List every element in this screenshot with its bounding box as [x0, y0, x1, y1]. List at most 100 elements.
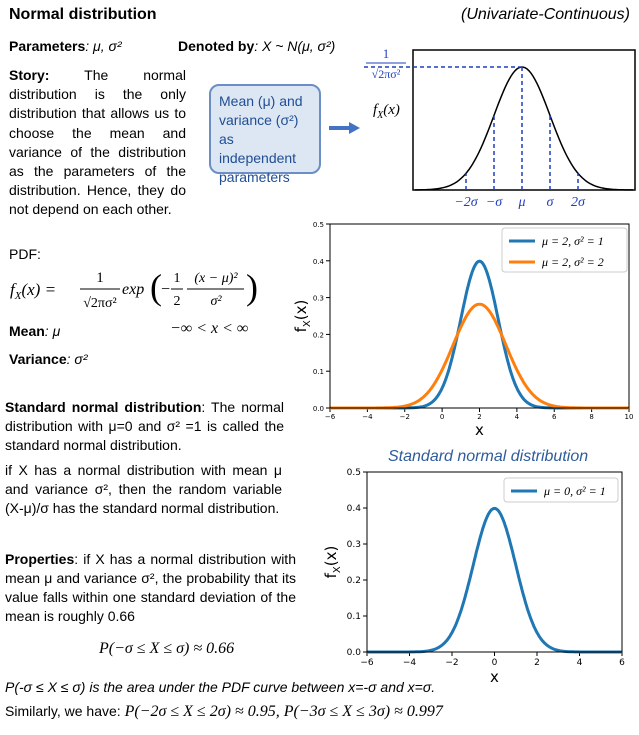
x-tick-label: −2 — [400, 413, 410, 421]
x-tick-label: −6 — [360, 658, 374, 668]
std-normal-text: : The normal distribution with μ=0 and σ… — [5, 399, 284, 453]
x-tick-label: −2 — [445, 658, 458, 668]
y-tick-label: 0.0 — [313, 405, 324, 413]
properties-paragraph: Properties: if X has a normal distributi… — [5, 550, 296, 626]
x-axis-label: x — [490, 668, 499, 686]
parameters-line: Parameters: μ, σ² — [9, 38, 122, 54]
x-tick-label: 4 — [577, 658, 583, 668]
series-line — [330, 302, 629, 410]
x-tick-label: 6 — [552, 413, 557, 421]
properties-text: : if X has a normal distribution with me… — [5, 551, 296, 624]
properties-label: Properties — [5, 551, 75, 567]
chart-standard-normal: −6 −4 −2 0 2 4 6 0.0 0.1 0.2 0.3 0.4 0.5 x fX(x) μ = 0,… — [322, 468, 625, 686]
page-title: Normal distribution — [9, 6, 157, 23]
y-tick-label: 0.4 — [313, 258, 325, 266]
mean-label: Mean — [9, 323, 45, 339]
pdf-domain: −∞ < x < ∞ — [170, 320, 249, 337]
sigma-dashes — [465, 67, 579, 190]
diagram-frame — [412, 49, 636, 191]
y-tick-label: 0.1 — [313, 368, 324, 376]
y-tick-label: 0.3 — [313, 295, 324, 303]
page-subtitle: (Univariate-Continuous) — [461, 6, 630, 24]
diagram-tick-label: μ — [517, 195, 525, 210]
subtitle-text: (Univariate-Continuous) — [461, 6, 630, 23]
plot-frame — [366, 471, 623, 653]
std-chart-title: Standard normal distribution — [388, 448, 589, 465]
pdf-inner-den1: 2 — [174, 294, 181, 309]
diagram-tick-label: −σ — [486, 195, 503, 210]
pdf-inner-den2: σ² — [210, 294, 222, 309]
y-tick-label: 0.5 — [347, 468, 361, 478]
callout-arrow — [329, 122, 360, 134]
area-text: P(-σ ≤ X ≤ σ) is the area under the PDF … — [5, 679, 436, 695]
diagram-tick-label: −2σ — [454, 195, 478, 210]
x-tick-label: −4 — [403, 658, 417, 668]
pdf-label: PDF: — [9, 246, 41, 262]
svg-text:fX(x) =: fX(x) = — [10, 280, 56, 302]
x-tick-label: 2 — [534, 658, 540, 668]
plot-frame — [329, 223, 630, 409]
x-tick-label: 6 — [619, 658, 625, 668]
similarly-text: Similarly, we have: — [5, 703, 121, 719]
legend-label: μ = 2, σ² = 1 — [541, 234, 604, 248]
series-line — [367, 506, 622, 654]
prob-equation: P(−σ ≤ X ≤ σ) ≈ 0.66 — [99, 640, 235, 657]
pdf-inner-num2: (x − μ)² — [194, 271, 238, 286]
legend-box — [503, 477, 619, 503]
bell-curve — [415, 66, 634, 191]
pdf-formula: fX(x) = 1 √2πσ² exp ( − 1 2 (x − μ)² σ² … — [10, 267, 258, 311]
chart-two-normals: −6 −4 −2 0 2 4 6 8 10 0.0 0.1 0.2 0.3 0.4 0.5 x fX(x) μ =… — [292, 221, 634, 439]
y-axis-label: fX(x) — [322, 546, 343, 579]
legend-label: μ = 2, σ² = 2 — [541, 255, 604, 269]
mean-value: : μ — [44, 323, 61, 339]
svg-text:−: − — [161, 281, 170, 298]
denoted-value: : X ~ N(μ, σ²) — [254, 38, 336, 54]
std-normal-paragraph: Standard normal distribution: The normal… — [5, 398, 284, 455]
callout-box: Mean (μ) and variance (σ²) as independen… — [209, 84, 321, 185]
similarly-line: Similarly, we have: P(−2σ ≤ X ≤ 2σ) ≈ 0.… — [5, 702, 443, 721]
x-tick-label: 4 — [515, 413, 520, 421]
diagram-tick-label: σ — [547, 195, 555, 210]
x-tick-label: −6 — [325, 413, 336, 421]
peak-label-den: √2πσ² — [372, 67, 401, 81]
x-tick-label: 0 — [440, 413, 444, 421]
y-tick-label: 0.5 — [313, 221, 324, 229]
y-tick-label: 0.1 — [347, 612, 361, 622]
svg-text:(: ( — [150, 267, 162, 307]
diagram-tick-label: 2σ — [571, 195, 586, 210]
diagram-fx-label: fX(x) — [373, 102, 400, 121]
y-axis-label: fX(x) — [292, 300, 313, 333]
std-normal-label: Standard normal distribution — [5, 399, 202, 415]
similarly-equation: P(−2σ ≤ X ≤ 2σ) ≈ 0.95, P(−3σ ≤ X ≤ 3σ) … — [124, 703, 443, 720]
if-paragraph: if X has a normal distribution with mean… — [5, 462, 282, 516]
x-tick-label: −4 — [362, 413, 373, 421]
legend-label: μ = 0, σ² = 1 — [543, 484, 606, 498]
denoted-line: Denoted by: X ~ N(μ, σ²) — [178, 38, 335, 54]
y-tick-label: 0.4 — [347, 504, 362, 514]
x-tick-label: 10 — [625, 413, 634, 421]
parameters-value: : μ, σ² — [85, 38, 122, 54]
diagram-tick-labels: −2σ −σ μ σ 2σ — [454, 195, 586, 210]
x-tick-label: 0 — [492, 658, 498, 668]
variance-label: Variance — [9, 351, 67, 367]
series-line — [330, 259, 629, 410]
story-label: Story: — [9, 67, 50, 83]
y-tick-label: 0.3 — [347, 540, 361, 550]
mean-line: Mean: μ — [9, 322, 60, 341]
y-tick-label: 0.2 — [313, 331, 324, 339]
x-axis-label: x — [475, 421, 484, 439]
pdf-frac-den: √2πσ² — [83, 296, 117, 311]
denoted-label: Denoted by — [178, 38, 255, 54]
variance-line: Variance: σ² — [9, 350, 88, 369]
parameters-label: Parameters — [9, 38, 86, 54]
x-tick-label: 8 — [589, 413, 593, 421]
story-paragraph: Story: The normal distribution is the on… — [9, 66, 186, 220]
variance-value: : σ² — [66, 351, 88, 367]
story-text: The normal distribution is the only dist… — [9, 67, 186, 218]
bell-diagram: 1 √2πσ² fX(x) −2σ −σ μ σ 2σ — [364, 46, 636, 210]
svg-text:): ) — [246, 267, 258, 307]
y-tick-label: 0.2 — [347, 576, 361, 586]
pdf-exp: exp — [122, 281, 144, 298]
peak-label-num: 1 — [383, 46, 390, 61]
y-tick-label: 0.0 — [347, 648, 362, 658]
